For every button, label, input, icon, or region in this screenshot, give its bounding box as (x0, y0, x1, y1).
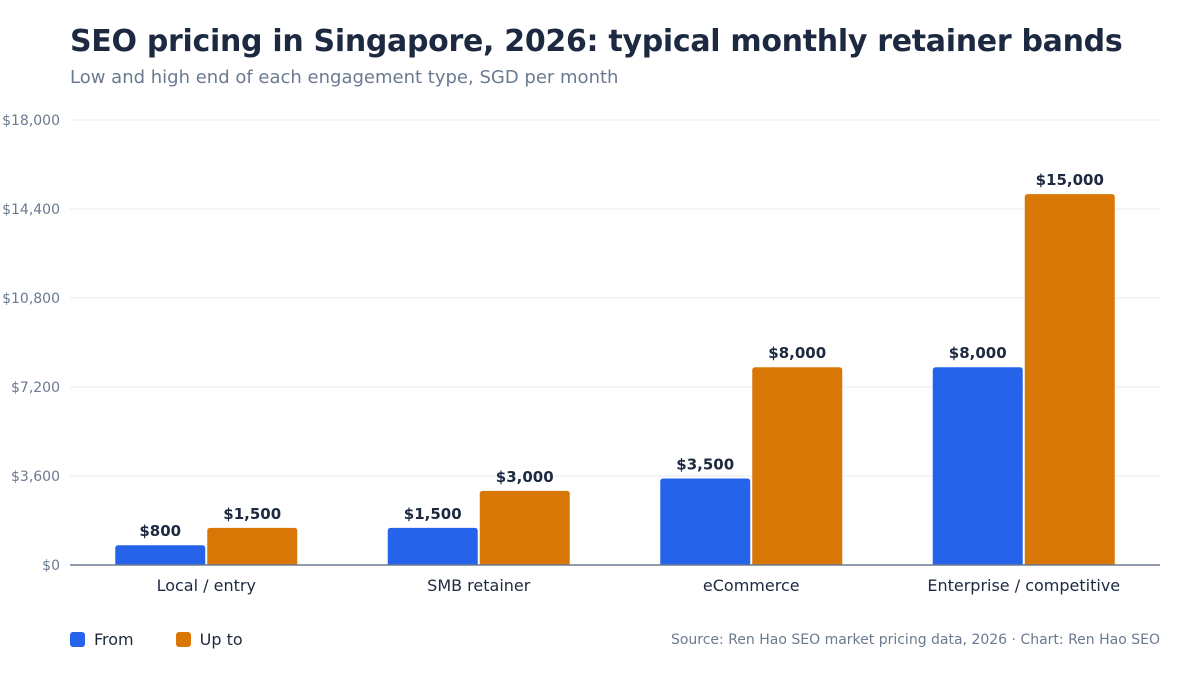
y-tick-label: $0 (42, 558, 60, 574)
x-category-label: SMB retainer (427, 576, 531, 595)
y-tick-label: $14,400 (2, 202, 60, 218)
y-tick-label: $18,000 (2, 113, 60, 129)
data-label: $1,500 (223, 505, 281, 523)
legend: From Up to (70, 630, 285, 649)
bar-from (932, 367, 1023, 565)
source-note: Source: Ren Hao SEO market pricing data,… (670, 632, 1160, 648)
x-category-label: Local / entry (157, 576, 256, 595)
data-label: $800 (139, 522, 181, 540)
y-tick-label: $7,200 (11, 380, 60, 396)
bar-up-to (479, 490, 570, 565)
bar-from (115, 545, 206, 565)
data-label: $15,000 (1036, 171, 1104, 189)
data-label: $1,500 (404, 505, 462, 523)
legend-label-from: From (94, 630, 134, 649)
bar-from (660, 478, 751, 565)
y-tick-label: $3,600 (11, 469, 60, 485)
bar-up-to (1024, 194, 1115, 565)
data-label: $8,000 (949, 344, 1007, 362)
bar-up-to (207, 527, 298, 565)
legend-item-from: From (70, 630, 134, 649)
chart-title: SEO pricing in Singapore, 2026: typical … (70, 24, 1123, 59)
y-tick-label: $10,800 (2, 291, 60, 307)
x-category-label: eCommerce (703, 576, 800, 595)
data-label: $8,000 (768, 344, 826, 362)
data-label: $3,000 (496, 468, 554, 486)
legend-item-up-to: Up to (175, 630, 243, 649)
bar-from (387, 527, 478, 565)
legend-swatch-up-to (175, 632, 191, 647)
bar-up-to (752, 367, 843, 565)
x-category-label: Enterprise / competitive (927, 576, 1120, 595)
data-label: $3,500 (676, 455, 734, 473)
legend-swatch-from (70, 632, 85, 647)
chart-subtitle: Low and high end of each engagement type… (70, 67, 619, 88)
legend-label-up-to: Up to (199, 630, 243, 649)
